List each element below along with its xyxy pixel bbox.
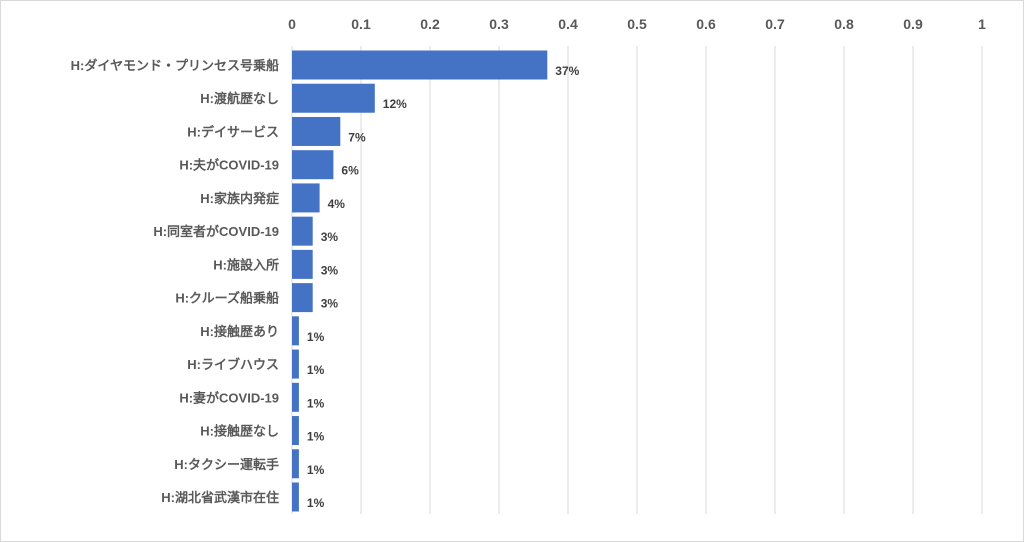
category-label: H:クルーズ船乗船 bbox=[175, 291, 279, 306]
category-label: H:妻がCOVID-19 bbox=[179, 390, 279, 405]
bar bbox=[292, 382, 299, 412]
x-tick-label: 1 bbox=[978, 16, 986, 32]
data-label: 37% bbox=[555, 64, 579, 78]
data-label: 3% bbox=[321, 263, 339, 277]
bar bbox=[292, 482, 299, 512]
bar bbox=[292, 83, 375, 113]
data-label: 1% bbox=[307, 396, 325, 410]
category-label: H:ダイヤモンド・プリンセス号乗船 bbox=[71, 58, 279, 73]
data-label: 4% bbox=[328, 197, 346, 211]
data-label: 1% bbox=[307, 463, 325, 477]
x-tick-label: 0.3 bbox=[489, 16, 509, 32]
data-label: 1% bbox=[307, 430, 325, 444]
bar bbox=[292, 316, 299, 346]
category-label: H:接触歴あり bbox=[200, 324, 279, 339]
x-tick-label: 0.9 bbox=[903, 16, 923, 32]
category-label: H:デイサービス bbox=[187, 124, 279, 139]
category-label: H:施設入所 bbox=[213, 257, 279, 272]
bar bbox=[292, 183, 320, 213]
category-label: H:家族内発症 bbox=[200, 191, 279, 206]
data-label: 1% bbox=[307, 330, 325, 344]
data-label: 3% bbox=[321, 297, 339, 311]
bar bbox=[292, 249, 313, 279]
bar bbox=[292, 349, 299, 379]
category-label: H:渡航歴なし bbox=[200, 91, 279, 106]
data-label: 12% bbox=[383, 97, 407, 111]
bar bbox=[292, 416, 299, 446]
bar bbox=[292, 449, 299, 479]
bar bbox=[292, 216, 313, 246]
category-label: H:接触歴なし bbox=[200, 424, 279, 439]
data-label: 1% bbox=[307, 496, 325, 510]
x-tick-label: 0.6 bbox=[696, 16, 716, 32]
category-label: H:同室者がCOVID-19 bbox=[153, 224, 279, 239]
x-tick-label: 0.1 bbox=[351, 16, 371, 32]
x-tick-label: 0.5 bbox=[627, 16, 647, 32]
category-label: H:ライブハウス bbox=[187, 357, 279, 372]
x-tick-label: 0.4 bbox=[558, 16, 578, 32]
x-tick-label: 0.2 bbox=[420, 16, 440, 32]
bar bbox=[292, 50, 548, 80]
x-tick-label: 0.8 bbox=[834, 16, 854, 32]
data-label: 1% bbox=[307, 363, 325, 377]
bar bbox=[292, 283, 313, 313]
data-label: 7% bbox=[348, 130, 366, 144]
x-tick-label: 0.7 bbox=[765, 16, 785, 32]
category-label: H:湖北省武漢市在住 bbox=[161, 490, 279, 505]
bar bbox=[292, 116, 341, 146]
data-label: 3% bbox=[321, 230, 339, 244]
category-label: H:夫がCOVID-19 bbox=[179, 158, 279, 173]
bar bbox=[292, 150, 334, 180]
category-label: H:タクシー運転手 bbox=[174, 457, 279, 472]
x-tick-label: 0 bbox=[288, 16, 296, 32]
data-label: 6% bbox=[341, 164, 359, 178]
